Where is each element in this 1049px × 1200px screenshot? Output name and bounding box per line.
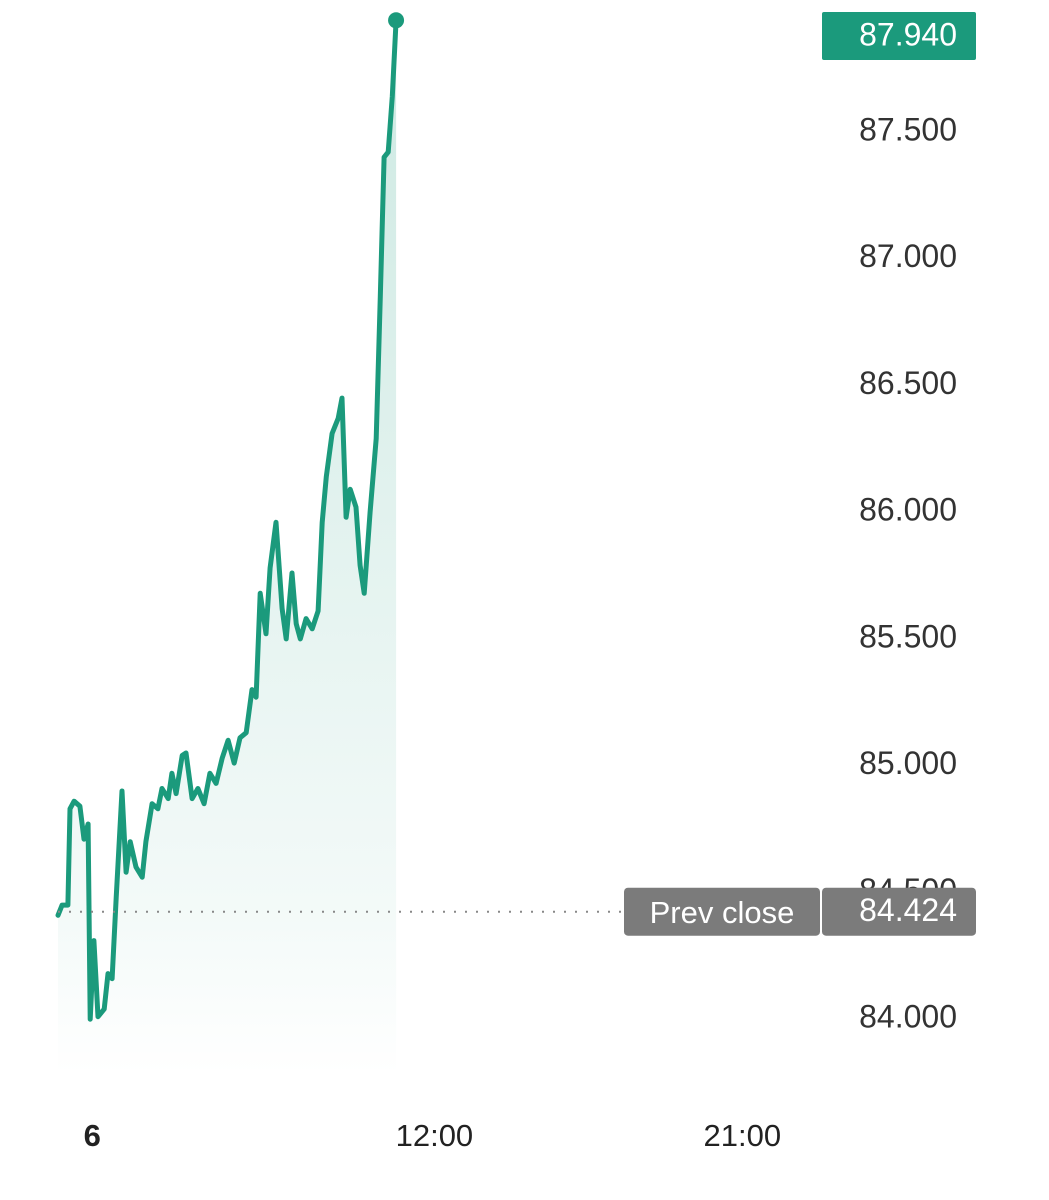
price-line xyxy=(55,17,399,1022)
prev-close-name: Prev close xyxy=(650,895,795,930)
x-tick-label: 6 xyxy=(84,1118,101,1153)
y-tick-label: 84.000 xyxy=(859,999,957,1035)
y-tick-label: 87.500 xyxy=(859,111,957,147)
y-tick-label: 87.000 xyxy=(859,238,957,274)
current-price-badge xyxy=(822,12,976,60)
prev-close-value: 84.424 xyxy=(859,892,957,928)
prev-close-value-badge xyxy=(822,887,976,936)
area xyxy=(58,20,397,1075)
x-tick-label: 12:00 xyxy=(396,1118,474,1153)
y-tick-label: 85.500 xyxy=(859,618,957,654)
last-point xyxy=(388,12,405,29)
y-tick-label: 86.500 xyxy=(859,365,957,401)
prev-close-badge xyxy=(624,887,820,936)
current-price-label: 87.940 xyxy=(859,16,957,52)
x-tick-label: 21:00 xyxy=(704,1118,782,1153)
y-tick-label: 85.000 xyxy=(859,745,957,781)
y-tick-label: 86.000 xyxy=(859,492,957,528)
